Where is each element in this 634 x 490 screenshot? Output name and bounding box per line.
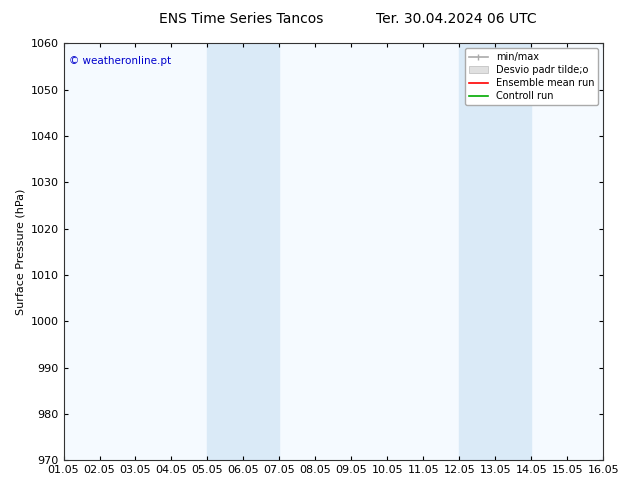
Bar [207,44,280,460]
Text: © weatheronline.pt: © weatheronline.pt [69,56,171,66]
Text: ENS Time Series Tancos: ENS Time Series Tancos [158,12,323,26]
Y-axis label: Surface Pressure (hPa): Surface Pressure (hPa) [15,189,25,315]
Bar [459,44,531,460]
Text: Ter. 30.04.2024 06 UTC: Ter. 30.04.2024 06 UTC [376,12,537,26]
Legend: min/max, Desvio padr tilde;o, Ensemble mean run, Controll run: min/max, Desvio padr tilde;o, Ensemble m… [465,49,598,105]
